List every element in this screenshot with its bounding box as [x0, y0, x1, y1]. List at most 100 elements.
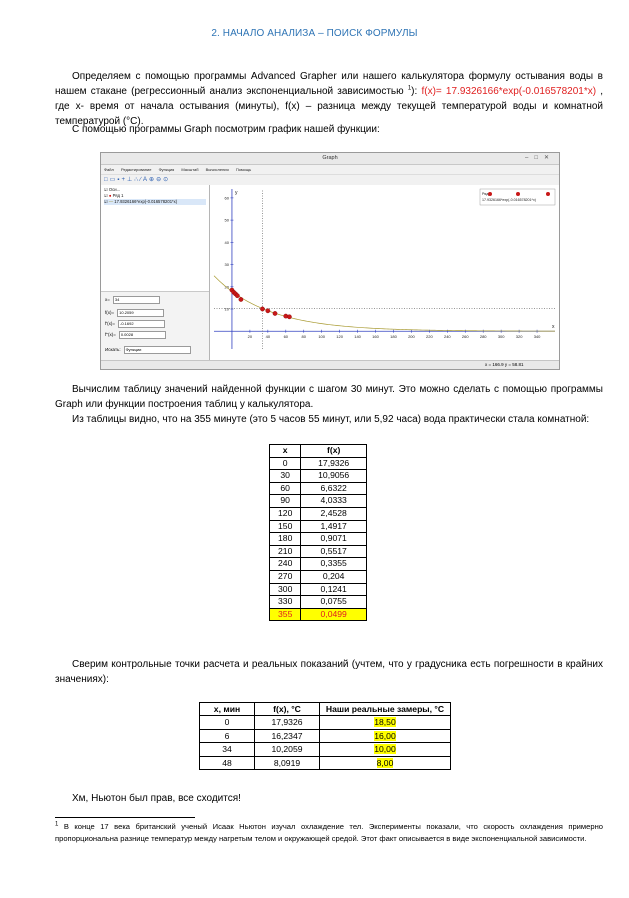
table-cell: 0,204 [300, 569, 367, 584]
function-curve [213, 275, 555, 332]
maximize-icon[interactable]: □ [534, 155, 544, 161]
formula-text: f(x)= 17.9326166*exp(-0.016578201*x) [421, 86, 597, 97]
tree-item-function[interactable]: ☑ — 17.9326166*exp(-0.016578201*x) [104, 199, 206, 205]
legend-box [479, 188, 556, 206]
axes-icon[interactable]: ⊥ [126, 177, 135, 183]
data-point [234, 293, 240, 299]
x-axis-label: x [552, 324, 555, 330]
zoom-in-icon[interactable]: ⊕ [149, 177, 157, 183]
tree-label-series: Ряд 1 [112, 193, 124, 198]
x-tick-label: 320 [516, 334, 523, 339]
table-cell: 355 [268, 607, 302, 622]
table-row: 48 8,0919 8,00 [199, 755, 451, 771]
footnote-text: В конце 17 века британский ученый Исаак … [55, 822, 603, 843]
open-icon[interactable]: ▭ [109, 177, 118, 183]
graph-window: Graph –□✕ Файл Редактирование Функция Ма… [100, 152, 560, 370]
table-cell: 0 [268, 456, 302, 471]
legend-entry: 17.9326166*exp(-0.016578201*x) [482, 198, 536, 202]
legend-marker [488, 192, 492, 196]
table-cell: 17,9326 [254, 715, 320, 730]
table-cell: 90 [268, 494, 302, 508]
calc-value-dfx: -0.1692 [117, 320, 165, 328]
graph-chart: 20 40 60 80 100 120 140 160 180 200 220 240 260 280 30… [213, 188, 556, 349]
menu-zoom[interactable]: Масштаб [181, 167, 199, 172]
paragraph-355: Из таблицы видно, что на 355 минуте (это… [72, 414, 590, 425]
menu-help[interactable]: Помощь [235, 167, 252, 172]
table-row: 300 0,1241 [268, 582, 367, 597]
tree-item-axes[interactable]: ☑ Оси... [104, 187, 121, 192]
close-icon[interactable]: ✕ [543, 155, 555, 161]
table-row: 120 2,4528 [268, 506, 367, 521]
add-function-icon[interactable]: + [121, 177, 127, 183]
minimize-icon[interactable]: – [525, 155, 535, 161]
table-row: 30 10,9056 [268, 469, 367, 483]
menu-calc[interactable]: Вычисления [205, 167, 229, 172]
table-row: 60 6,6322 [268, 481, 367, 496]
paragraph-conclusion: Хм, Ньютон был прав, все сходится! [72, 793, 241, 804]
window-title: Graph [322, 155, 338, 161]
calc-x-input[interactable]: 34 [112, 296, 160, 304]
table-cell: 10,00 [319, 742, 451, 757]
series-icon[interactable]: ∴ [134, 177, 141, 183]
y-tick-label: 30 [224, 262, 229, 267]
table-cell: 270 [268, 569, 302, 584]
legend: Ряд 1 17.9326166*exp(-0.016578201*x) [479, 188, 556, 206]
plot-area[interactable]: 20 40 60 80 100 120 140 160 180 200 220 240 260 280 30… [210, 185, 559, 361]
x-tick-label: 80 [302, 334, 307, 339]
tree-item-series[interactable]: ☑ ● Ряд 1 [104, 193, 124, 198]
x-tick-label: 60 [284, 334, 289, 339]
table-row: 180 0,9071 [268, 532, 367, 546]
x-tick-label: 20 [248, 334, 253, 339]
table-cell: 16,00 [319, 728, 451, 744]
calc-value-fx: 10.2059 [117, 309, 165, 317]
new-icon[interactable]: □ [104, 177, 110, 183]
table-cell: 0,3355 [300, 557, 367, 571]
table-row: 240 0,3355 [268, 557, 367, 571]
y-axis-label: y [235, 190, 238, 196]
table-cell: 120 [268, 506, 302, 521]
table-cell: 30 [268, 469, 302, 483]
x-tick-label: 120 [336, 334, 343, 339]
y-tick-label: 40 [224, 240, 229, 245]
p1-text-a: Определяем с помощью программы Advanced … [55, 71, 603, 97]
table-cell: 2,4528 [300, 506, 367, 521]
paragraph-compare: Сверим контрольные точки расчета и реаль… [55, 659, 603, 685]
x-tick-label: 40 [266, 334, 271, 339]
tangent-icon[interactable]: ∕ [140, 177, 144, 183]
calc-label-dfx: f'(x)= [105, 321, 115, 327]
table-cell: 6 [199, 728, 255, 744]
table-cell: 17,9326 [300, 456, 367, 471]
paragraph-graph-intro: С помощью программы Graph посмотрим граф… [72, 124, 380, 135]
zoom-out-icon[interactable]: ⊖ [156, 177, 164, 183]
window-controls: –□✕ [525, 153, 555, 164]
table-row: 0 17,9326 18,50 [199, 715, 451, 730]
table-header: f(x) [300, 444, 367, 458]
table-row: 0 17,9326 [268, 456, 367, 471]
table-cell: 10,9056 [300, 469, 367, 483]
search-select[interactable]: Функции [123, 346, 191, 354]
table-cell: 330 [268, 595, 302, 609]
menu-function[interactable]: Функция [158, 167, 175, 172]
legend-marker [516, 192, 520, 196]
zoom-fit-icon[interactable]: ⊙ [163, 177, 171, 183]
calc-x-label: x= [105, 297, 110, 303]
values-table: x f(x) 0 17,9326 30 10,9056 60 6,6322 90 4,0333… [268, 444, 367, 622]
y-tick-label: 10 [224, 307, 229, 312]
menu-file[interactable]: Файл [104, 167, 114, 172]
table-cell: 180 [268, 532, 302, 546]
menu-edit[interactable]: Редактирование [120, 167, 152, 172]
table-cell: 16,2347 [254, 728, 320, 744]
save-icon[interactable]: ▪ [117, 177, 122, 183]
paragraph-table-intro: Вычислим таблицу значений найденной функ… [55, 384, 603, 410]
search-label: Искать: [105, 347, 121, 353]
table-row: 6 16,2347 16,00 [199, 728, 451, 744]
table-cell: 210 [268, 544, 302, 559]
text-icon[interactable]: A [143, 177, 150, 183]
x-tick-label: 340 [534, 334, 541, 339]
table-cell: 18,50 [319, 715, 451, 730]
table-cell: 4,0333 [300, 494, 367, 508]
table-header: x, мин [199, 701, 255, 717]
window-titlebar: Graph –□✕ [101, 153, 559, 165]
footnote-separator [55, 817, 195, 818]
footnote-ref[interactable]: 1 [407, 85, 412, 92]
